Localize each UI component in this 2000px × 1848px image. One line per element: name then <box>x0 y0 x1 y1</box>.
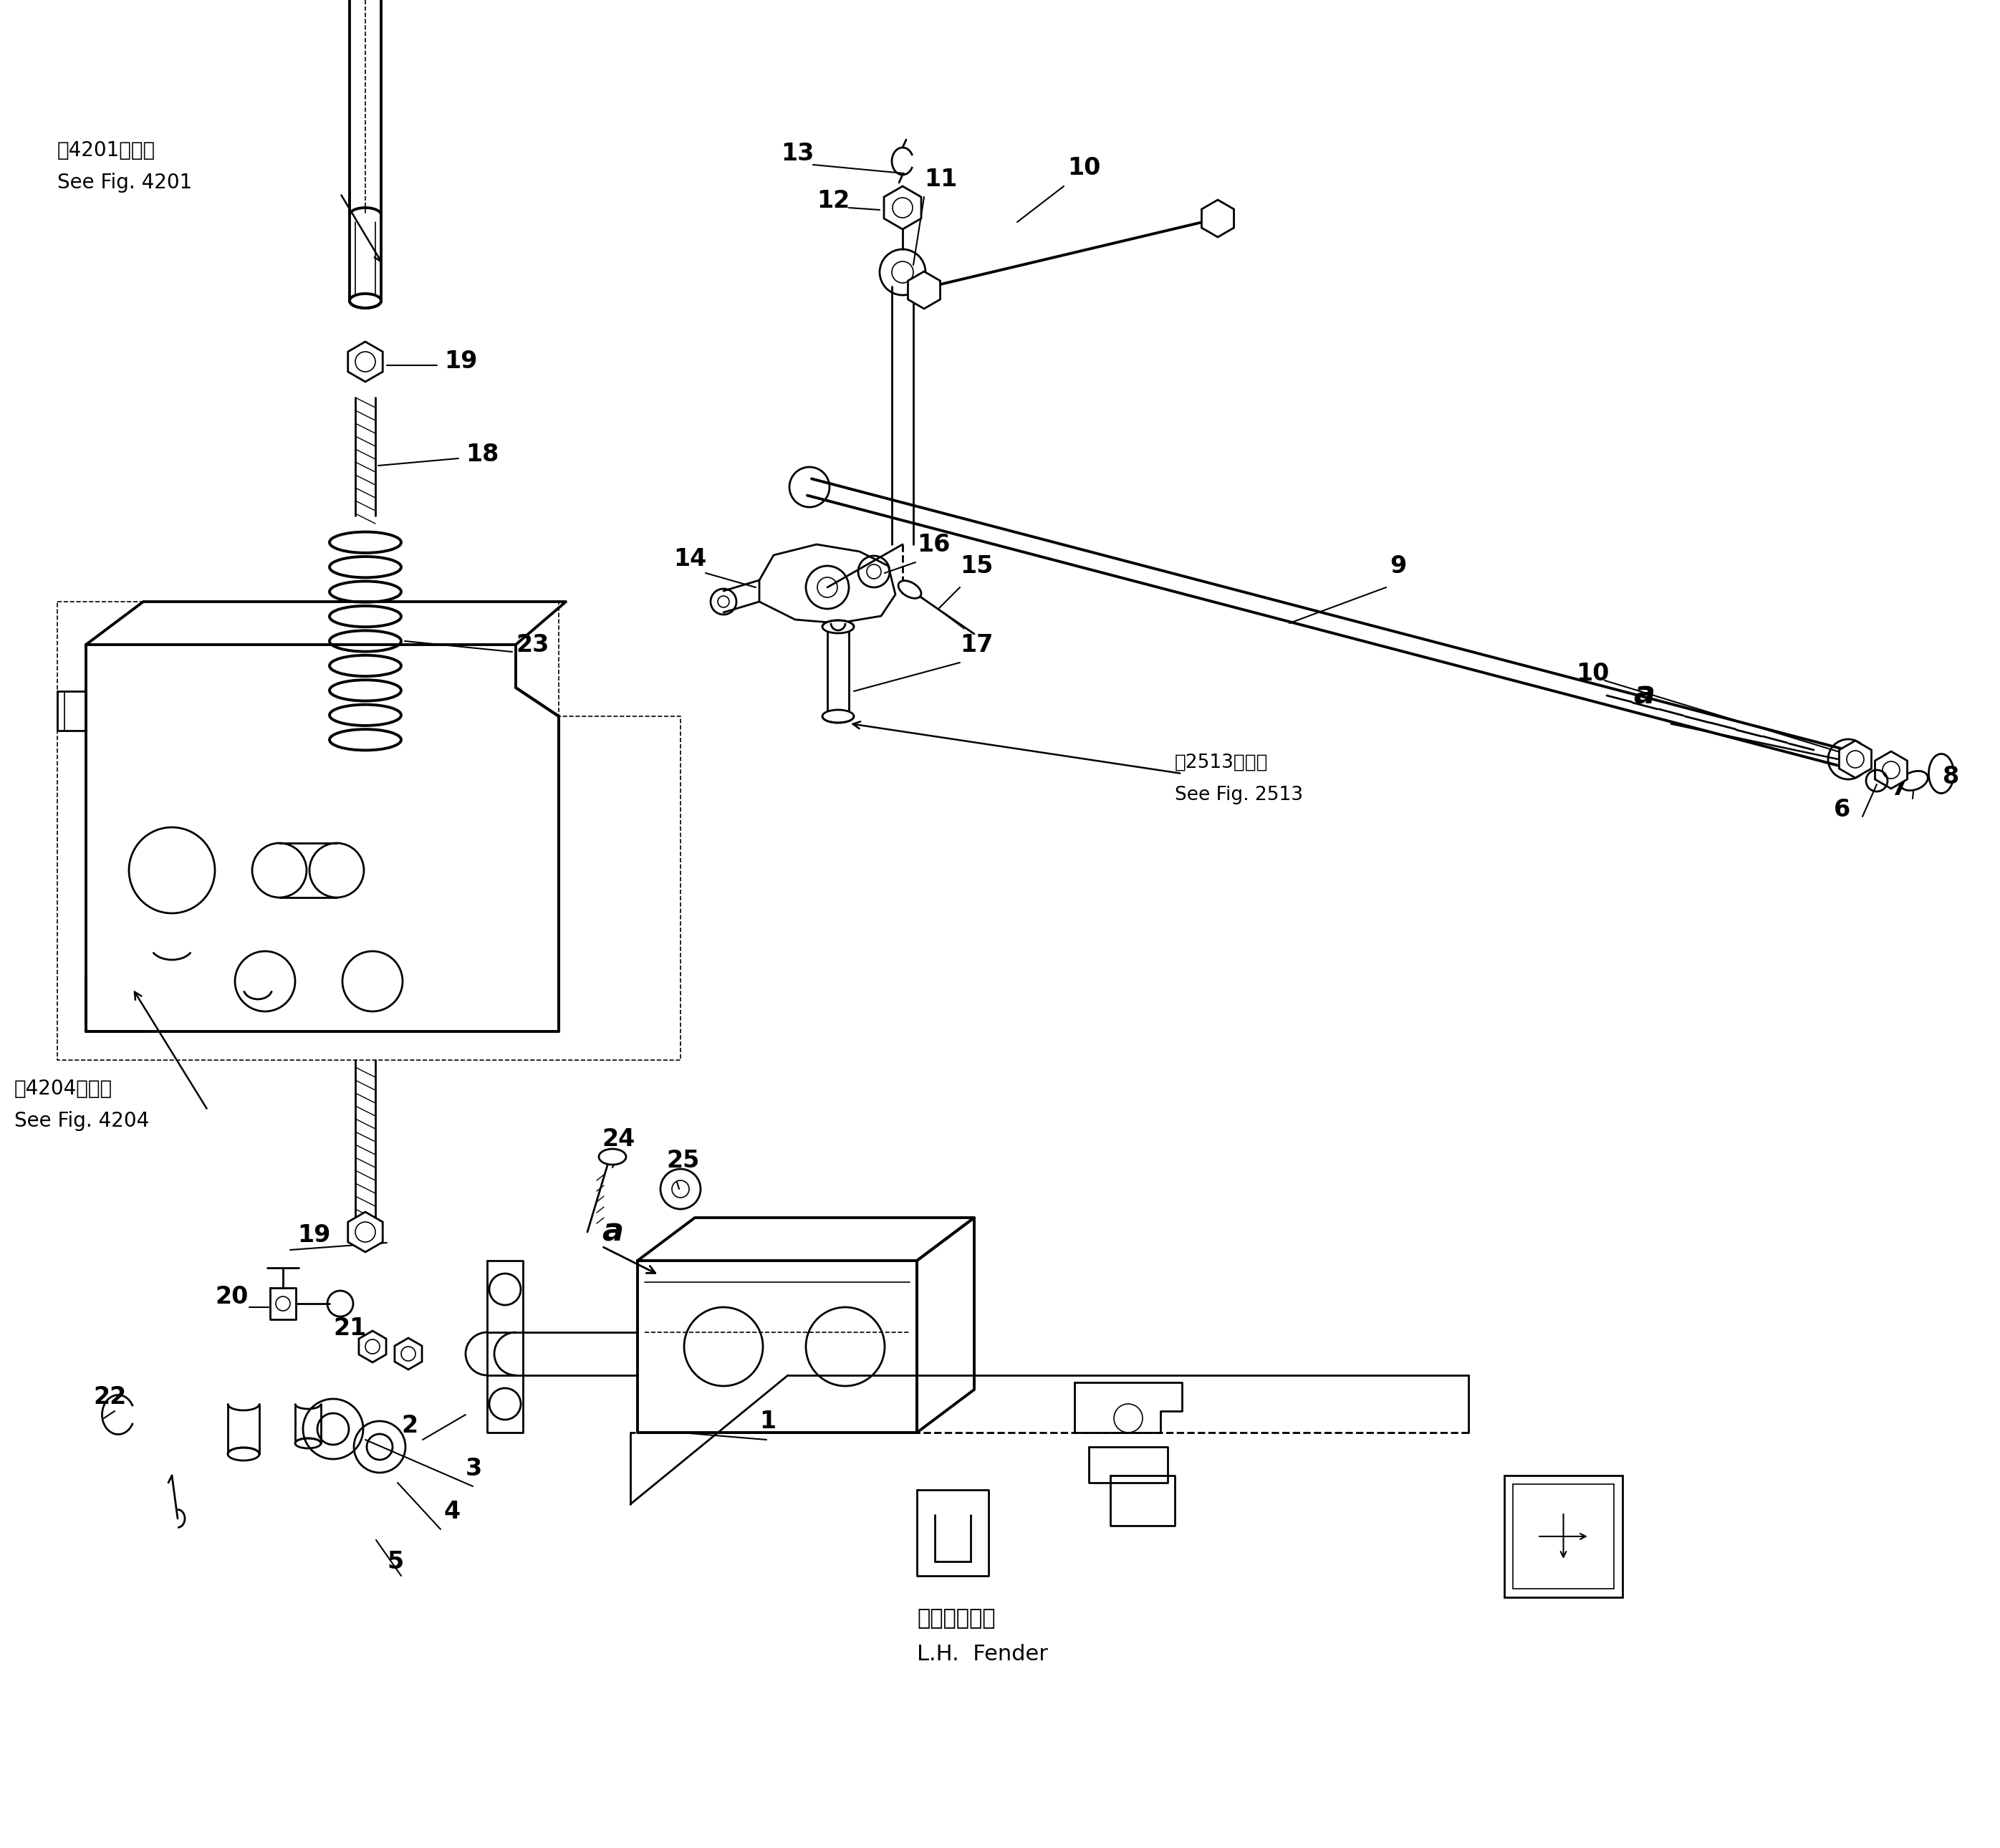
Polygon shape <box>394 1338 422 1369</box>
Text: 16: 16 <box>916 532 950 556</box>
Polygon shape <box>348 1212 382 1253</box>
Text: 9: 9 <box>1390 554 1406 578</box>
Text: 15: 15 <box>960 554 994 578</box>
Text: 11: 11 <box>924 168 958 190</box>
Text: 4: 4 <box>444 1499 460 1523</box>
Text: 1: 1 <box>760 1410 776 1434</box>
Text: 20: 20 <box>214 1284 248 1308</box>
Text: 5: 5 <box>386 1550 404 1573</box>
Text: 3: 3 <box>466 1456 482 1480</box>
Text: 12: 12 <box>816 188 850 213</box>
Text: L.H.  Fender: L.H. Fender <box>916 1645 1048 1665</box>
Text: 10: 10 <box>1068 157 1100 179</box>
Bar <box>1512 1484 1614 1589</box>
Text: 7: 7 <box>1892 776 1908 800</box>
Text: 13: 13 <box>780 142 814 166</box>
Ellipse shape <box>898 580 922 599</box>
Text: 18: 18 <box>466 444 498 468</box>
Ellipse shape <box>228 1447 260 1460</box>
Text: a: a <box>602 1216 624 1247</box>
Text: 8: 8 <box>1942 765 1960 789</box>
Polygon shape <box>1202 200 1234 237</box>
Text: See Fig. 4201: See Fig. 4201 <box>58 172 192 192</box>
Text: 19: 19 <box>444 349 478 373</box>
Text: 左　フェンダ: 左 フェンダ <box>916 1608 996 1630</box>
Text: 22: 22 <box>94 1384 126 1408</box>
Polygon shape <box>348 342 382 383</box>
Text: 10: 10 <box>1576 662 1610 686</box>
Ellipse shape <box>296 1438 320 1449</box>
Text: 19: 19 <box>298 1223 330 1247</box>
Polygon shape <box>884 187 922 229</box>
Text: 25: 25 <box>666 1149 700 1172</box>
Text: See Fig. 4204: See Fig. 4204 <box>14 1111 150 1131</box>
Text: a: a <box>1634 680 1654 710</box>
Bar <box>1504 1475 1622 1597</box>
Polygon shape <box>908 272 940 309</box>
Text: 2: 2 <box>402 1414 418 1438</box>
Polygon shape <box>1840 741 1872 778</box>
Ellipse shape <box>598 1149 626 1164</box>
Text: 6: 6 <box>1834 798 1850 821</box>
Ellipse shape <box>822 710 854 723</box>
Text: 第4204図参照: 第4204図参照 <box>14 1079 112 1100</box>
Polygon shape <box>358 1331 386 1362</box>
Text: 14: 14 <box>674 547 706 571</box>
Text: 第4201図参照: 第4201図参照 <box>58 140 156 161</box>
Text: 17: 17 <box>960 632 994 656</box>
Ellipse shape <box>350 294 382 309</box>
Text: 第2513図参照: 第2513図参照 <box>1174 754 1268 772</box>
Text: 21: 21 <box>334 1318 366 1340</box>
Ellipse shape <box>822 621 854 634</box>
Text: See Fig. 2513: See Fig. 2513 <box>1174 785 1304 804</box>
Ellipse shape <box>1900 771 1928 791</box>
Text: 23: 23 <box>516 632 548 656</box>
Text: 24: 24 <box>602 1127 634 1151</box>
Polygon shape <box>1874 752 1908 789</box>
